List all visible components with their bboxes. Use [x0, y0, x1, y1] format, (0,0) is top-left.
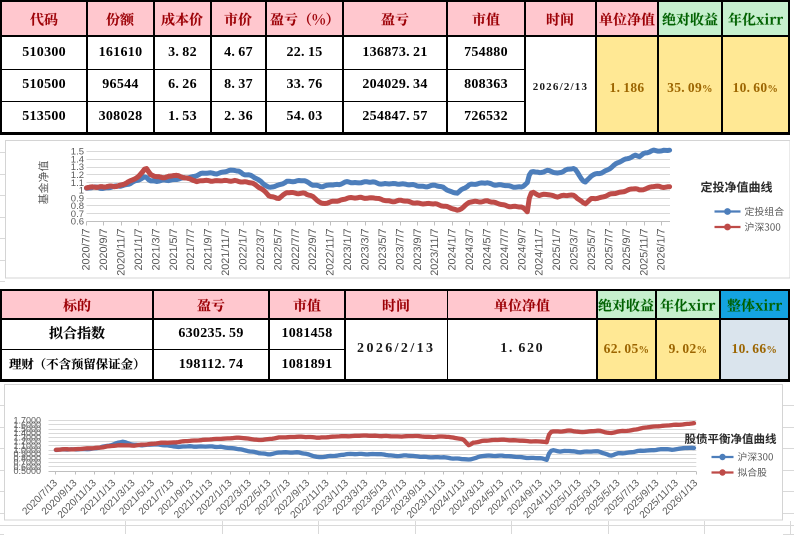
svg-text:2025/9/7: 2025/9/7	[620, 229, 632, 271]
svg-text:1.4000: 1.4000	[13, 428, 41, 438]
svg-text:2021/7/7: 2021/7/7	[185, 229, 197, 271]
svg-text:1.6000: 1.6000	[13, 420, 41, 430]
svg-text:1.5: 1.5	[70, 147, 83, 158]
svg-text:2021/3/7: 2021/3/7	[150, 229, 162, 271]
svg-text:1.2000: 1.2000	[13, 437, 41, 447]
svg-text:0.9: 0.9	[70, 193, 83, 204]
svg-text:2021/1/7: 2021/1/7	[133, 229, 145, 271]
svg-text:2023/3/7: 2023/3/7	[359, 229, 371, 271]
svg-text:1.1000: 1.1000	[13, 441, 41, 451]
svg-text:2024/7/7: 2024/7/7	[498, 229, 510, 271]
svg-text:0.5000: 0.5000	[13, 466, 41, 476]
svg-text:1.0000: 1.0000	[13, 445, 41, 455]
svg-text:2023/5/7: 2023/5/7	[376, 229, 388, 271]
svg-text:1.3: 1.3	[70, 162, 83, 173]
svg-text:2021/5/7: 2021/5/7	[167, 229, 179, 271]
svg-text:2022/5/7: 2022/5/7	[272, 229, 284, 271]
svg-text:0.9000: 0.9000	[13, 449, 41, 459]
svg-text:2020/7/7: 2020/7/7	[80, 229, 92, 271]
svg-text:2025/3/7: 2025/3/7	[568, 229, 580, 271]
svg-text:2025/5/7: 2025/5/7	[586, 229, 598, 271]
svg-text:2024/3/7: 2024/3/7	[464, 229, 476, 271]
svg-text:2023/1/7: 2023/1/7	[342, 229, 354, 271]
svg-text:2024/9/7: 2024/9/7	[516, 229, 528, 271]
svg-text:2020/11/7: 2020/11/7	[115, 229, 127, 276]
svg-text:2025/1/7: 2025/1/7	[551, 229, 563, 271]
svg-text:1.3000: 1.3000	[13, 432, 41, 442]
svg-text:0.8: 0.8	[70, 201, 83, 212]
svg-text:2026/1/7: 2026/1/7	[655, 229, 667, 271]
svg-text:0.6: 0.6	[70, 217, 83, 228]
svg-text:2024/5/7: 2024/5/7	[481, 229, 493, 271]
svg-text:2022/3/7: 2022/3/7	[254, 229, 266, 271]
svg-text:2021/9/7: 2021/9/7	[202, 229, 214, 271]
svg-text:2022/7/7: 2022/7/7	[289, 229, 301, 271]
svg-text:1.5000: 1.5000	[13, 424, 41, 434]
svg-text:0.8000: 0.8000	[13, 453, 41, 463]
svg-text:1.1: 1.1	[70, 178, 83, 189]
svg-text:2022/9/7: 2022/9/7	[307, 229, 319, 271]
svg-text:2024/11/7: 2024/11/7	[533, 229, 545, 276]
svg-text:0.7: 0.7	[70, 209, 83, 220]
svg-text:0.6000: 0.6000	[13, 462, 41, 472]
svg-text:2025/11/7: 2025/11/7	[638, 229, 650, 276]
svg-text:1: 1	[78, 186, 83, 197]
svg-text:2023/11/7: 2023/11/7	[429, 229, 441, 276]
svg-text:2022/1/7: 2022/1/7	[237, 229, 249, 271]
svg-text:2022/11/7: 2022/11/7	[324, 229, 336, 276]
svg-text:2023/7/7: 2023/7/7	[394, 229, 406, 271]
svg-text:0.7000: 0.7000	[13, 458, 41, 468]
svg-text:2024/1/7: 2024/1/7	[446, 229, 458, 271]
svg-text:2020/9/7: 2020/9/7	[98, 229, 110, 271]
svg-text:2023/9/7: 2023/9/7	[411, 229, 423, 271]
svg-text:2025/7/7: 2025/7/7	[603, 229, 615, 271]
svg-text:1.4: 1.4	[70, 154, 83, 165]
svg-text:1.2: 1.2	[70, 170, 83, 181]
svg-text:1.7000: 1.7000	[13, 416, 41, 426]
svg-text:2021/11/7: 2021/11/7	[220, 229, 232, 276]
